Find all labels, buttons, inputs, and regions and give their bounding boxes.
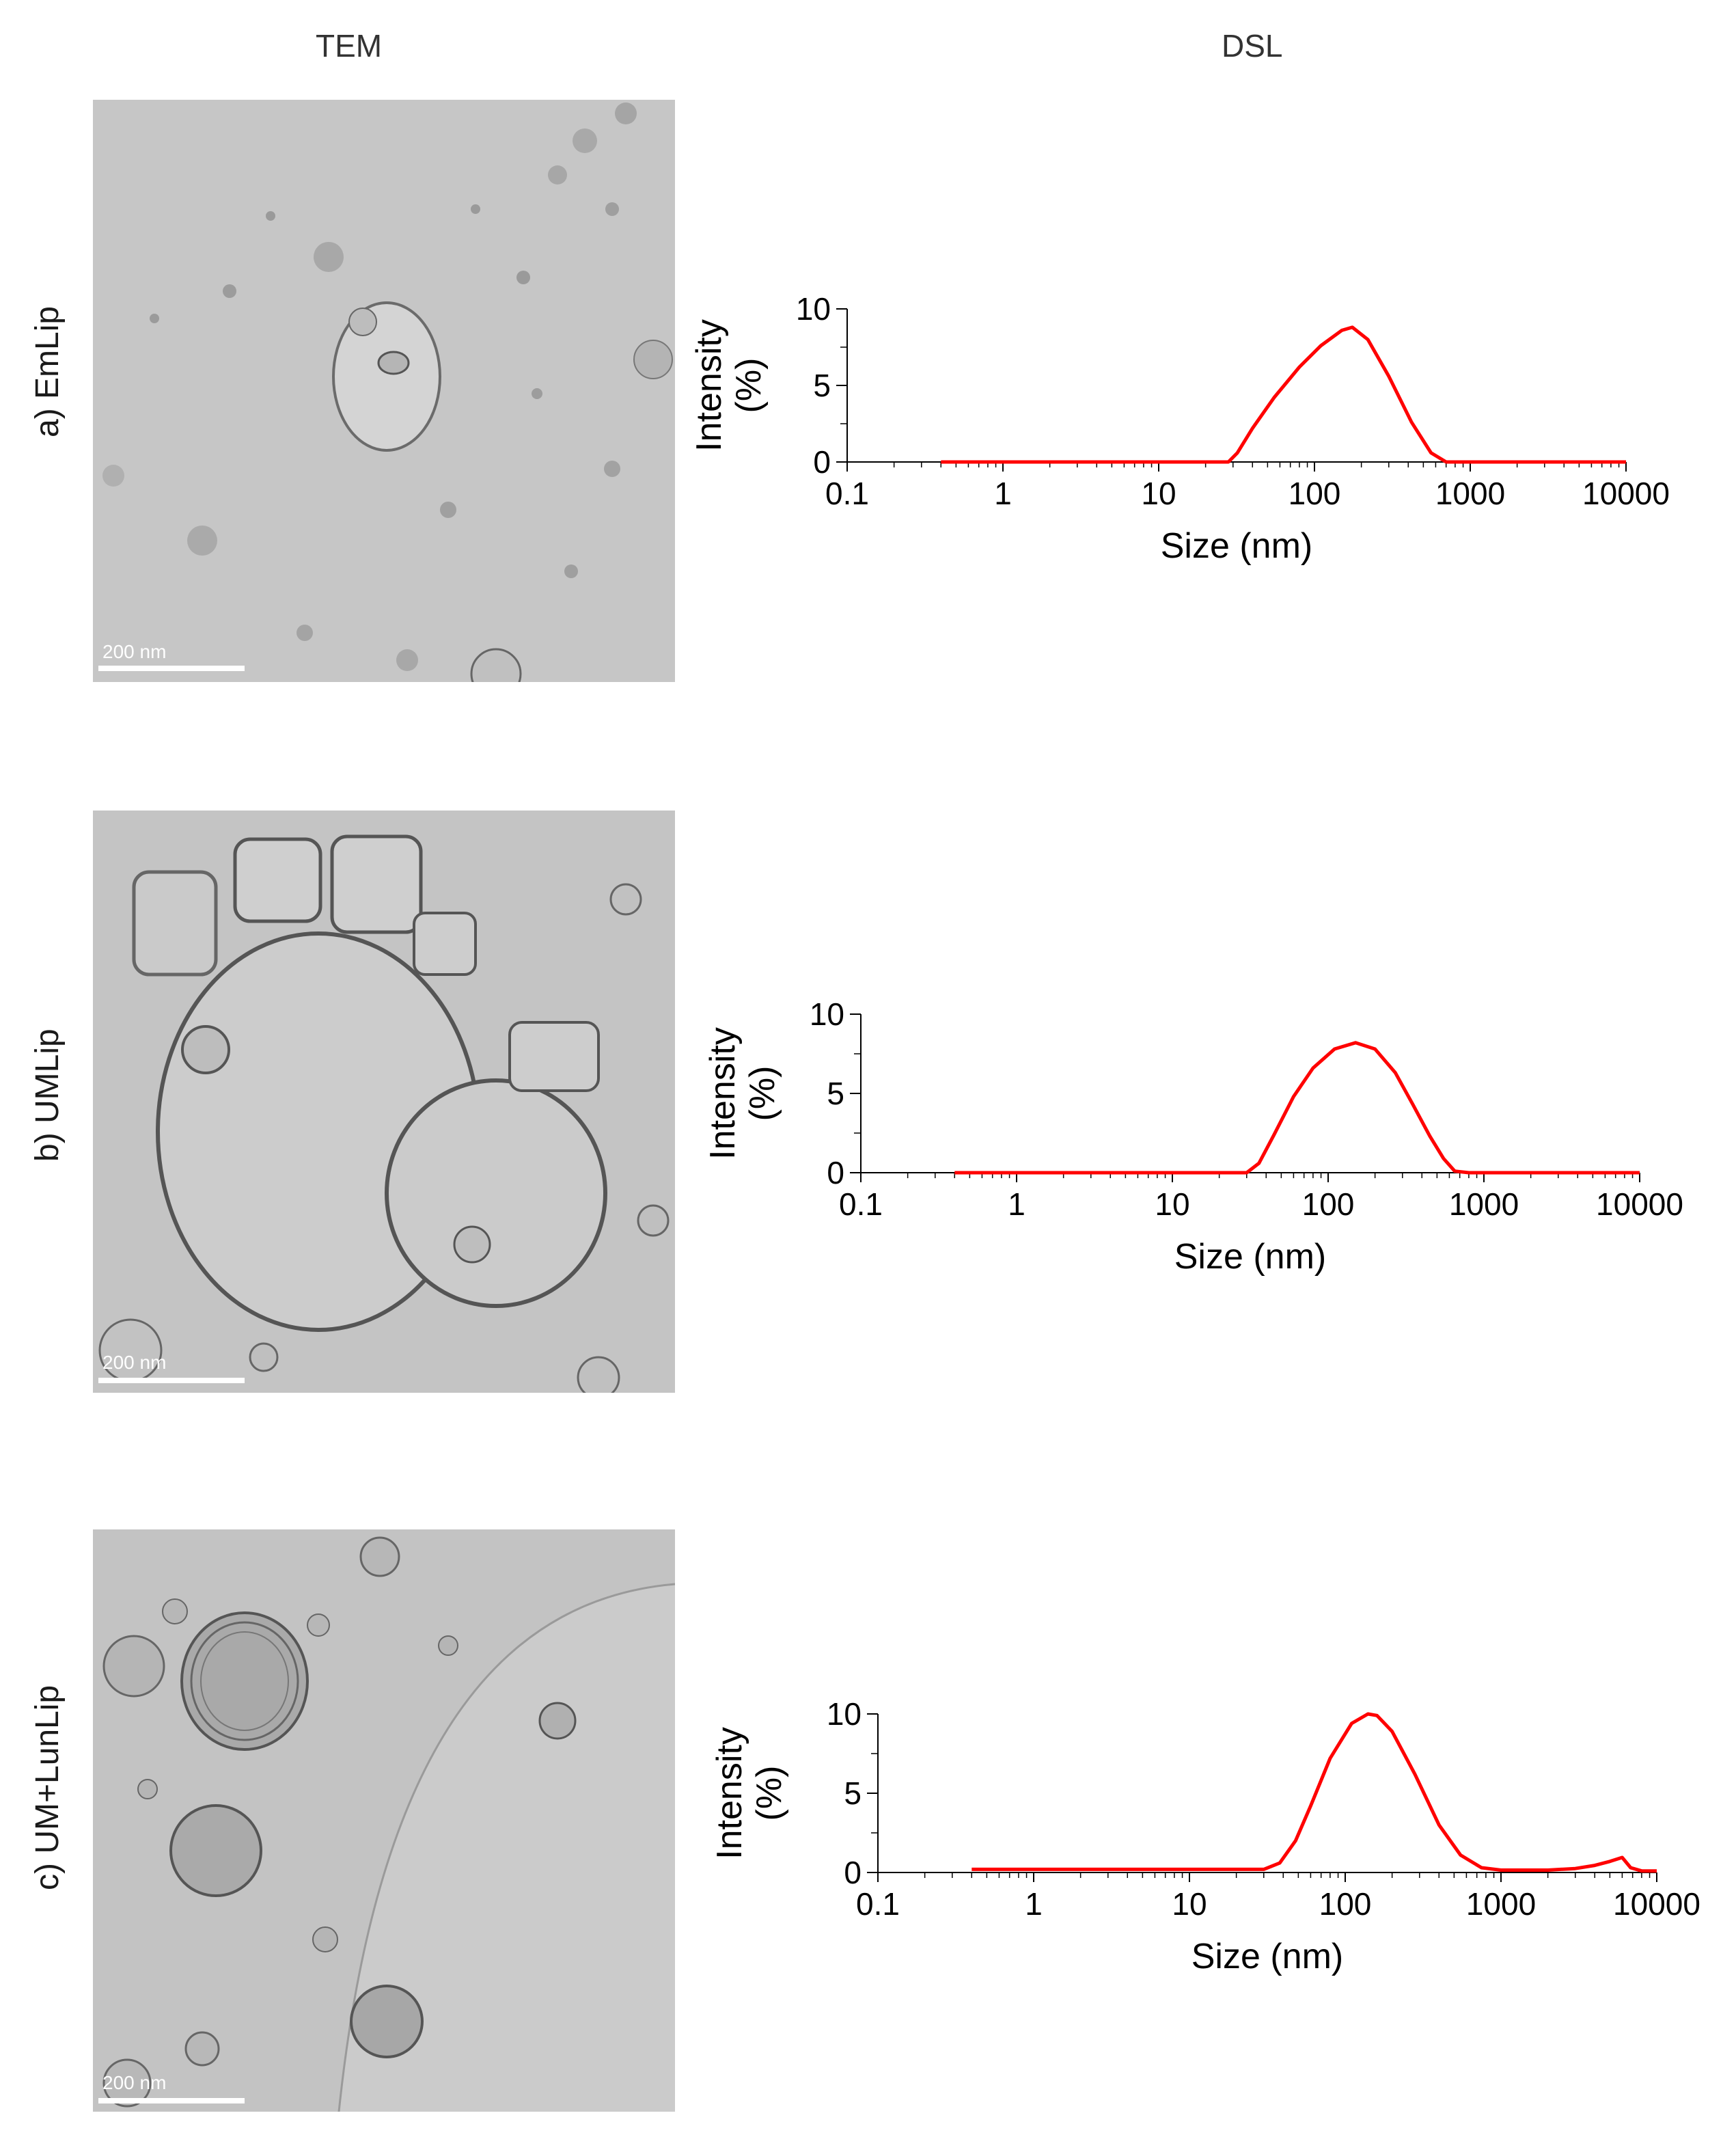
x-tick-label: 1000	[1449, 1186, 1519, 1222]
y-tick-label: 5	[813, 368, 831, 403]
row-label-a: a) EmLip	[29, 305, 66, 437]
x-tick-label: 1	[994, 476, 1012, 511]
y-tick-label: 10	[796, 291, 831, 327]
x-tick-label: 10	[1155, 1186, 1189, 1222]
x-tick-label: 1000	[1466, 1886, 1536, 1922]
tem-micrograph-c	[93, 1529, 675, 2112]
dls-chart-a: 0.1 1 10 100 1000 10000 0 5 10 Size (nm) Intensity…	[689, 291, 1670, 566]
y-axis-label: Intensity	[710, 1727, 749, 1860]
x-tick-label: 10000	[1582, 476, 1670, 511]
x-tick-label: 0.1	[839, 1186, 883, 1222]
dsl-column-header: DSL	[1222, 28, 1283, 64]
y-axis-label: Intensity	[703, 1027, 743, 1160]
tem-micrograph-b	[93, 811, 675, 1393]
x-axis-label: Size (nm)	[1174, 1237, 1326, 1277]
y-tick-label: 0	[827, 1155, 844, 1190]
tem-micrograph-a	[93, 100, 675, 682]
x-tick-label: 1000	[1435, 476, 1505, 511]
x-tick-label: 100	[1302, 1186, 1355, 1222]
x-tick-label: 0.1	[856, 1886, 900, 1922]
row-label-b: b) UMLip	[29, 1029, 66, 1162]
dls-intensity-curve	[954, 1041, 1640, 1175]
y-axis-label: Intensity	[689, 319, 729, 452]
tem-column-header: TEM	[316, 28, 383, 64]
y-tick-label: 0	[844, 1855, 862, 1890]
scale-bar-label-a: 200 nm	[102, 641, 167, 662]
y-axis-label: (%)	[749, 1766, 789, 1821]
x-tick-label: 100	[1289, 476, 1341, 511]
dls-intensity-curve	[941, 325, 1626, 464]
y-tick-label: 5	[844, 1775, 862, 1811]
y-axis-label: (%)	[743, 1066, 782, 1121]
dls-intensity-curve	[972, 1712, 1657, 1873]
tem-image-a: 200 nm	[93, 100, 675, 682]
row-label-c: c) UM+LunLip	[29, 1685, 66, 1890]
x-tick-label: 100	[1319, 1886, 1372, 1922]
scale-bar-label-c: 200 nm	[102, 2072, 167, 2093]
y-tick-label: 0	[813, 444, 831, 480]
dls-chart-b: 0.1 1 10 100 1000 10000 0 5 10 Size (nm) Intensity…	[703, 996, 1683, 1277]
y-tick-label: 10	[810, 996, 844, 1032]
x-tick-label: 1	[1025, 1886, 1043, 1922]
y-tick-label: 5	[827, 1076, 844, 1111]
x-tick-label: 1	[1008, 1186, 1025, 1222]
x-tick-label: 0.1	[825, 476, 869, 511]
x-axis-label: Size (nm)	[1191, 1937, 1343, 1976]
y-axis-label: (%)	[729, 358, 769, 413]
x-axis-label: Size (nm)	[1161, 526, 1312, 566]
dls-chart-c: 0.1 1 10 100 1000 10000 0 5 10 Size (nm) Intensity…	[710, 1696, 1700, 1976]
scale-bar-label-b: 200 nm	[102, 1352, 167, 1373]
x-tick-label: 10	[1172, 1886, 1207, 1922]
tem-image-c: 200 nm	[93, 1529, 675, 2112]
tem-image-b: 200 nm	[93, 811, 675, 1393]
y-tick-label: 10	[827, 1696, 862, 1732]
x-tick-label: 10	[1141, 476, 1176, 511]
x-tick-label: 10000	[1613, 1886, 1700, 1922]
x-tick-label: 10000	[1596, 1186, 1683, 1222]
